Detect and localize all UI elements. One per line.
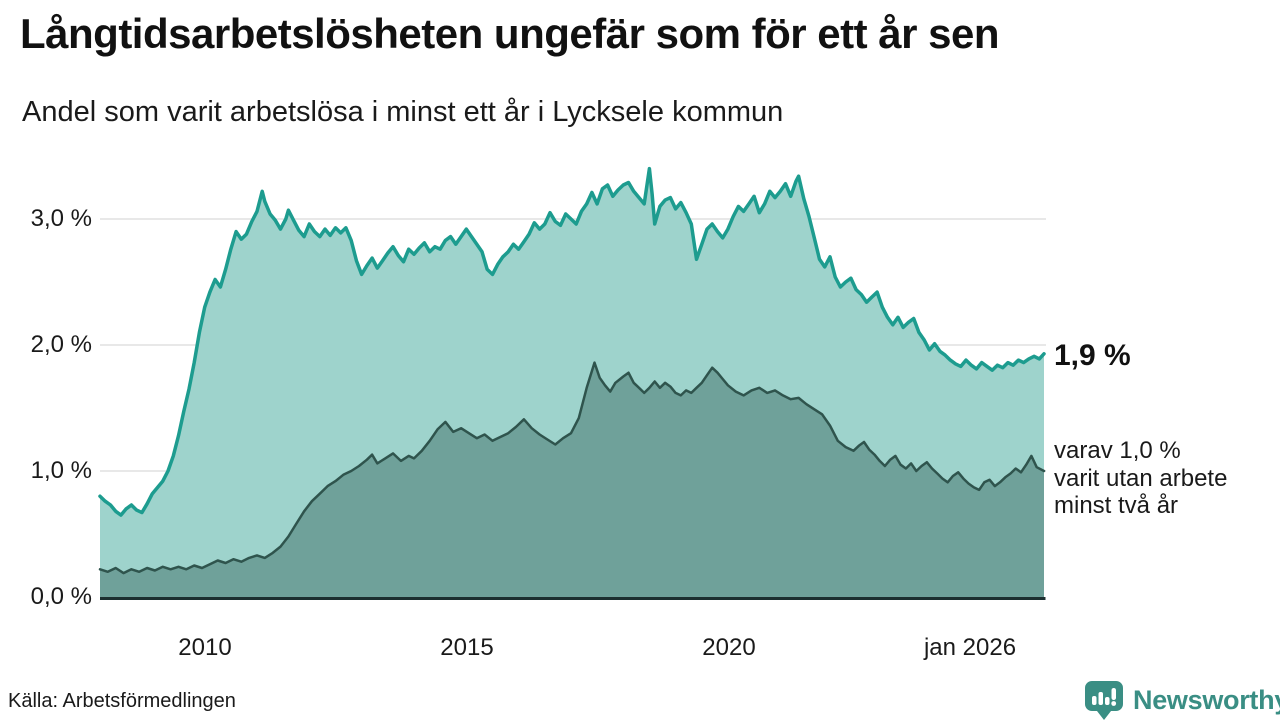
- area-fill-two-years: [100, 362, 1044, 597]
- x-tick-2020: 2020: [702, 634, 756, 661]
- y-tick-1: 1,0 %: [30, 457, 92, 484]
- area-line-two-years: [98, 361, 1046, 575]
- y-tick-2: 2,0 %: [30, 331, 92, 358]
- x-tick-2015: 2015: [440, 634, 494, 661]
- y-tick-0: 0,0 %: [30, 583, 92, 610]
- two-year-annotation-line3: minst två år: [1054, 492, 1179, 519]
- page-subtitle: Andel som varit arbetslösa i minst ett å…: [22, 96, 784, 128]
- newsworthy-logo: Newsworthy: [1083, 679, 1280, 721]
- area-line-total: [98, 166, 1046, 517]
- two-year-annotation-line2: varit utan arbete: [1054, 464, 1228, 492]
- two-year-annotation: varav 1,0 % varit utan arbete minst två …: [1054, 437, 1227, 520]
- y-tick-3: 3,0 %: [30, 205, 92, 232]
- newsworthy-pin-icon: [1085, 681, 1123, 720]
- x-tick-jan-2026: jan 2026: [923, 634, 1017, 661]
- two-year-annotation-line1: varav 1,0 %: [1054, 437, 1181, 464]
- latest-value-label: 1,9 %: [1054, 339, 1131, 372]
- source-note: Källa: Arbetsförmedlingen: [8, 690, 236, 712]
- page-title: Långtidsarbetslösheten ungefär som för e…: [20, 10, 1000, 57]
- x-tick-2010: 2010: [178, 634, 232, 661]
- newsworthy-wordmark: Newsworthy: [1133, 685, 1280, 715]
